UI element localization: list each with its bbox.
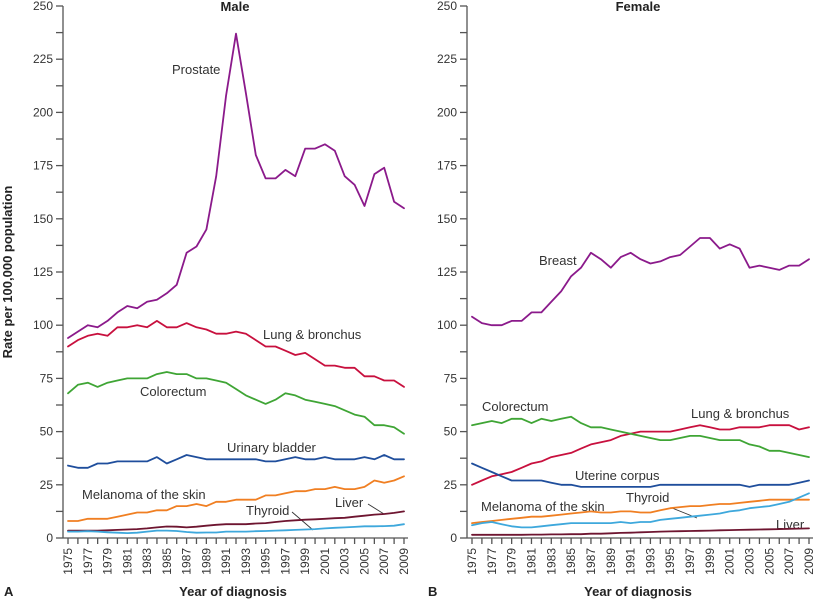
- x-tick-label: 2001: [723, 548, 737, 575]
- y-tick-label: 225: [437, 52, 457, 66]
- y-tick-label: 200: [33, 105, 53, 119]
- x-tick-label: 1997: [683, 548, 697, 575]
- leader-thyroid-male: [291, 511, 314, 531]
- x-tick-label: 2009: [397, 548, 411, 575]
- series-line-lung-bronchus: [67, 319, 405, 388]
- y-tick-label: 250: [33, 0, 53, 13]
- x-tick-label: 1987: [180, 548, 194, 575]
- y-tick-label: 50: [444, 425, 458, 439]
- y-tick-label: 100: [33, 318, 53, 332]
- x-tick-label: 1985: [160, 548, 174, 575]
- y-tick-label: 250: [437, 0, 457, 13]
- x-tick-label: 1977: [81, 548, 95, 575]
- label-melanoma-female: Melanoma of the skin: [481, 499, 605, 514]
- x-tick-label: 2009: [802, 548, 816, 575]
- x-tick-label: 1989: [199, 548, 213, 575]
- x-tick-label: 1993: [239, 548, 253, 575]
- x-tick-label: 1983: [544, 548, 558, 575]
- y-tick-label: 125: [33, 265, 53, 279]
- series-line-liver: [471, 527, 810, 536]
- series-line-urinary-bladder: [67, 454, 405, 469]
- y-tick-label: 175: [33, 159, 53, 173]
- label-colorectum-male: Colorectum: [140, 384, 206, 399]
- series-line-colorectum: [471, 415, 810, 459]
- series-line-lung-bronchus: [471, 424, 810, 486]
- x-tick-label: 1979: [505, 548, 519, 575]
- label-uterine-corpus: Uterine corpus: [575, 468, 660, 483]
- x-tick-label: 2001: [318, 548, 332, 575]
- y-tick-label: 25: [40, 478, 54, 492]
- label-colorectum-female: Colorectum: [482, 399, 548, 414]
- x-tick-label: 1983: [140, 548, 154, 575]
- y-tick-label: 200: [437, 105, 457, 119]
- x-tick-label: 1993: [643, 548, 657, 575]
- leader-liver-male: [367, 503, 385, 515]
- x-tick-label: 1987: [584, 548, 598, 575]
- y-tick-label: 175: [437, 159, 457, 173]
- series-line-prostate: [67, 32, 405, 339]
- y-axis-title: Rate per 100,000 population: [0, 186, 15, 359]
- x-tick-label: 2005: [762, 548, 776, 575]
- y-tick-label: 125: [437, 265, 457, 279]
- label-lung-bronchus-female: Lung & bronchus: [691, 406, 790, 421]
- y-tick-label: 75: [40, 371, 54, 385]
- panel-title-male: Male: [221, 0, 250, 14]
- label-thyroid-female: Thyroid: [626, 490, 669, 505]
- y-tick-label: 0: [450, 531, 457, 545]
- x-tick-label: 1991: [624, 548, 638, 575]
- x-tick-label: 1999: [703, 548, 717, 575]
- panel-letter-b: B: [428, 584, 437, 599]
- panel-letter-a: A: [4, 584, 14, 599]
- panel-title-female: Female: [616, 0, 661, 14]
- label-melanoma-male: Melanoma of the skin: [82, 487, 206, 502]
- x-tick-label: 1995: [259, 548, 273, 575]
- series-line-breast: [471, 237, 810, 327]
- x-tick-label: 1991: [219, 548, 233, 575]
- x-tick-label: 1975: [465, 548, 479, 575]
- x-tick-label: 2007: [377, 548, 391, 575]
- label-lung-bronchus-male: Lung & bronchus: [263, 327, 362, 342]
- label-breast: Breast: [539, 253, 577, 268]
- x-tick-label: 2003: [743, 548, 757, 575]
- x-tick-label: 1979: [101, 548, 115, 575]
- x-tick-label: 2005: [357, 548, 371, 575]
- y-tick-label: 150: [33, 212, 53, 226]
- y-tick-label: 100: [437, 318, 457, 332]
- y-tick-label: 150: [437, 212, 457, 226]
- x-tick-label: 1981: [120, 548, 134, 575]
- label-thyroid-male: Thyroid: [246, 503, 289, 518]
- x-tick-label: 1989: [604, 548, 618, 575]
- x-tick-label: 1977: [485, 548, 499, 575]
- series-line-colorectum: [67, 371, 405, 435]
- x-tick-label: 1999: [298, 548, 312, 575]
- label-liver-male: Liver: [335, 495, 364, 510]
- series-line-thyroid: [471, 492, 810, 529]
- label-prostate: Prostate: [172, 62, 220, 77]
- label-urinary-bladder: Urinary bladder: [227, 440, 317, 455]
- x-tick-label: 2007: [782, 548, 796, 575]
- y-tick-label: 225: [33, 52, 53, 66]
- x-tick-label: 1981: [524, 548, 538, 575]
- x-tick-label: 1997: [278, 548, 292, 575]
- x-tick-label: 1995: [663, 548, 677, 575]
- y-tick-label: 75: [444, 371, 458, 385]
- series-line-melanoma-of-the-skin: [67, 475, 405, 522]
- series-line-thyroid: [67, 523, 405, 534]
- x-axis-title-male: Year of diagnosis: [179, 584, 287, 599]
- series-line-uterine-corpus: [471, 462, 810, 488]
- series-line-melanoma-of-the-skin: [471, 498, 810, 524]
- x-axis-title-female: Year of diagnosis: [584, 584, 692, 599]
- y-tick-label: 0: [46, 531, 53, 545]
- series-line-liver: [67, 510, 405, 532]
- x-tick-label: 1975: [61, 548, 75, 575]
- male-panel: Male A Year of diagnosis Prostate Lung &…: [4, 0, 411, 599]
- female-panel: Female B Year of diagnosis Breast Colore…: [428, 0, 816, 599]
- y-tick-label: 25: [444, 478, 458, 492]
- x-tick-label: 1985: [564, 548, 578, 575]
- x-tick-label: 2003: [338, 548, 352, 575]
- y-tick-label: 50: [40, 425, 54, 439]
